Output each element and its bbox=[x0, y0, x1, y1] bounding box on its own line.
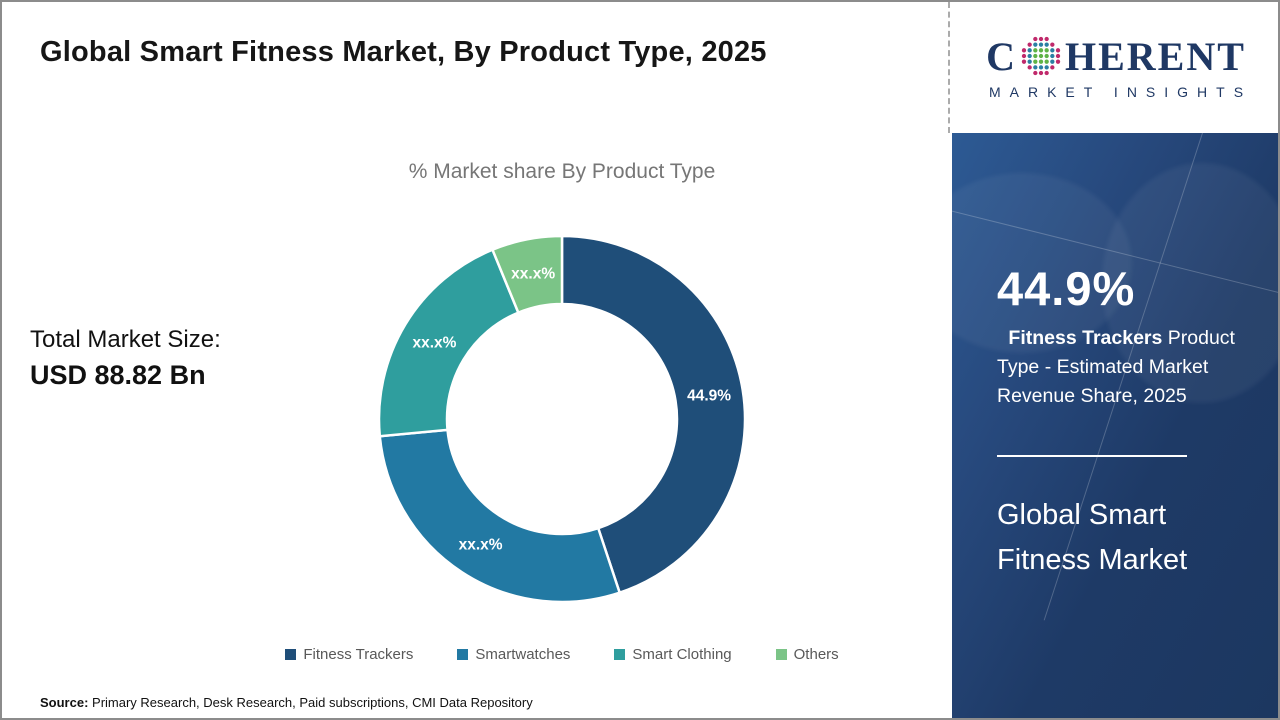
source-label: Source: bbox=[40, 695, 89, 710]
logo-area: C HERENT MARKET INSIGHTS bbox=[952, 2, 1278, 133]
legend-item-fitness-trackers: Fitness Trackers bbox=[285, 646, 413, 663]
highlight-stat-description: Fitness Trackers Product Type - Estimate… bbox=[997, 324, 1249, 411]
donut-segment-others bbox=[490, 234, 564, 315]
source-note: Source: Primary Research, Desk Research,… bbox=[40, 695, 533, 710]
chart-legend: Fitness Trackers Smartwatches Smart Clothi… bbox=[182, 646, 942, 663]
panel-divider-line bbox=[997, 455, 1187, 457]
total-market-size-value: USD 88.82 Bn bbox=[30, 360, 206, 390]
highlight-panel: 44.9% Fitness Trackers Product Type - Es… bbox=[952, 133, 1278, 718]
legend-label: Fitness Trackers bbox=[303, 646, 414, 663]
donut-segment-smartwatches bbox=[378, 428, 622, 604]
donut-segment-label: xx.x% bbox=[412, 334, 456, 351]
legend-swatch bbox=[457, 649, 469, 660]
main-content: Global Smart Fitness Market, By Product … bbox=[2, 2, 952, 718]
legend-item-smart-clothing: Smart Clothing bbox=[614, 646, 732, 663]
legend-item-others: Others bbox=[775, 646, 839, 663]
donut-segment-fitness-trackers bbox=[560, 234, 747, 595]
coherent-logo: C HERENT MARKET INSIGHTS bbox=[980, 35, 1253, 101]
stat-highlight-term: Fitness Trackers bbox=[1003, 327, 1163, 349]
logo-subtitle: MARKET INSIGHTS bbox=[988, 84, 1253, 100]
total-market-size-label: Total Market Size: bbox=[30, 326, 221, 353]
legend-label: Smart Clothing bbox=[632, 646, 732, 663]
legend-swatch bbox=[775, 649, 787, 660]
chart-title: % Market share By Product Type bbox=[408, 160, 716, 183]
coherent-globe-icon bbox=[1021, 36, 1061, 76]
logo-letter-c: C bbox=[986, 34, 1017, 79]
total-market-size: Total Market Size: USD 88.82 Bn bbox=[30, 326, 221, 391]
legend-swatch bbox=[614, 649, 626, 660]
donut-chart-svg: 44.9% xx.x% xx.x% xx.x% bbox=[377, 234, 747, 604]
legend-swatch bbox=[285, 649, 297, 660]
donut-chart: 44.9% xx.x% xx.x% xx.x% bbox=[370, 227, 754, 611]
donut-segment-label: 44.9% bbox=[687, 388, 731, 405]
donut-segment-label: xx.x% bbox=[459, 536, 503, 553]
legend-label: Smartwatches bbox=[475, 646, 571, 663]
donut-segment-label: xx.x% bbox=[511, 265, 555, 282]
sidebar: C HERENT MARKET INSIGHTS 44.9% Fitness T… bbox=[952, 2, 1278, 718]
logo-letters-rest: HERENT bbox=[1064, 34, 1246, 79]
logo-wordmark: C HERENT bbox=[986, 35, 1246, 79]
page-title: Global Smart Fitness Market, By Product … bbox=[40, 36, 767, 68]
dashed-divider bbox=[948, 2, 950, 133]
market-name: Global Smart Fitness Market bbox=[997, 499, 1188, 576]
stat-rest-text: Product Type - Estimated Market Revenue … bbox=[997, 327, 1235, 407]
source-text: Primary Research, Desk Research, Paid su… bbox=[88, 695, 533, 710]
highlight-stat-value: 44.9% bbox=[997, 262, 1136, 315]
legend-label: Others bbox=[793, 646, 839, 663]
legend-item-smartwatches: Smartwatches bbox=[457, 646, 570, 663]
